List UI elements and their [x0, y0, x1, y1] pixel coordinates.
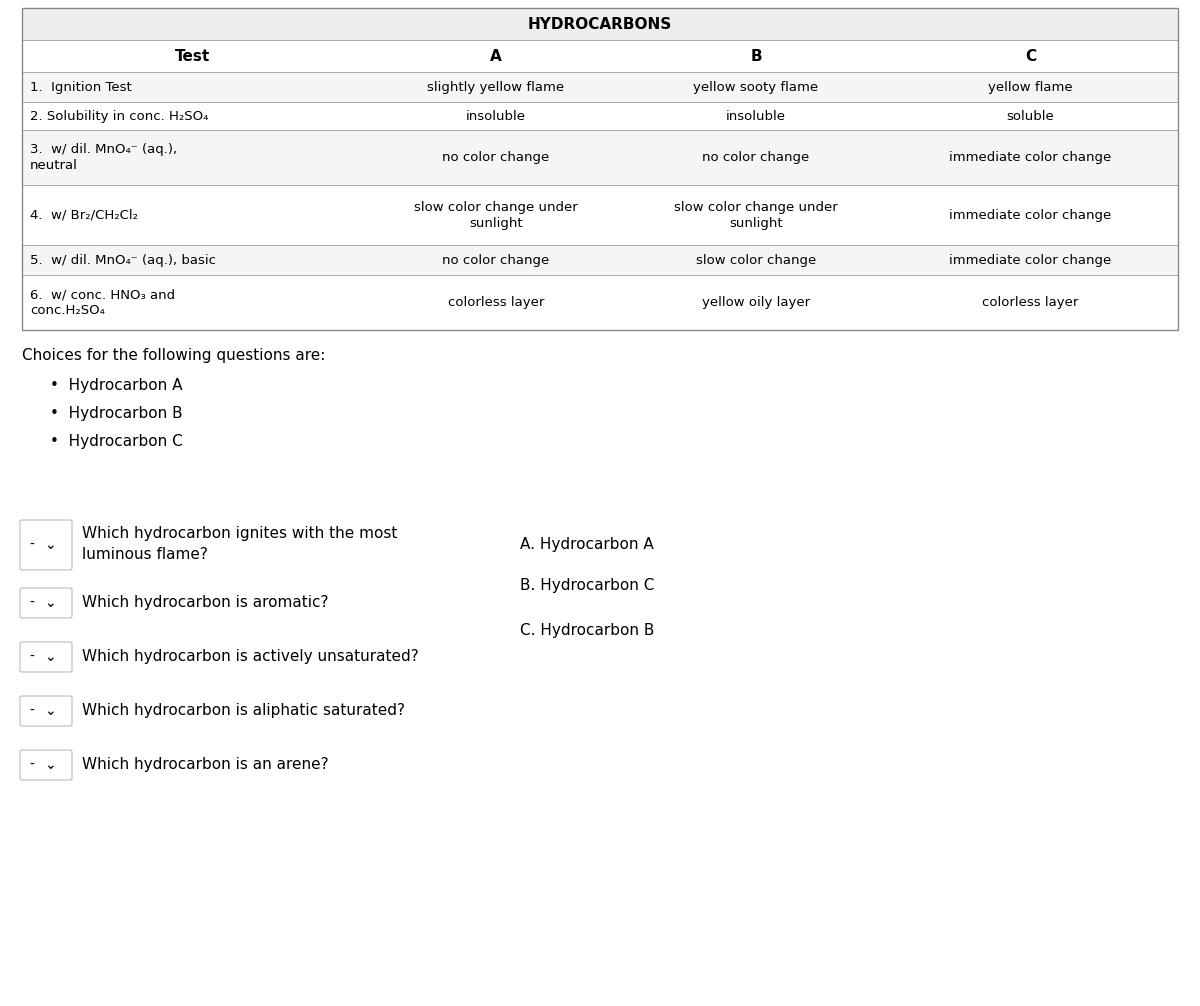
- Text: 4.  w/ Br₂/CH₂Cl₂: 4. w/ Br₂/CH₂Cl₂: [30, 208, 138, 221]
- Bar: [22, 275, 1178, 330]
- Text: immediate color change: immediate color change: [949, 151, 1111, 164]
- Text: yellow flame: yellow flame: [989, 80, 1073, 94]
- Bar: [22, 130, 1178, 185]
- Bar: [22, 102, 1178, 130]
- Text: B: B: [750, 48, 762, 63]
- Text: no color change: no color change: [702, 151, 810, 164]
- Text: no color change: no color change: [443, 254, 550, 267]
- Text: slightly yellow flame: slightly yellow flame: [427, 80, 564, 94]
- Bar: [22, 8, 1178, 40]
- Text: C: C: [1025, 48, 1036, 63]
- Text: no color change: no color change: [443, 151, 550, 164]
- Bar: [22, 40, 1178, 72]
- Text: Which hydrocarbon ignites with the most
luminous flame?: Which hydrocarbon ignites with the most …: [82, 526, 397, 562]
- Text: •  Hydrocarbon C: • Hydrocarbon C: [50, 434, 182, 449]
- Text: insoluble: insoluble: [466, 110, 526, 123]
- Text: Test: Test: [175, 48, 210, 63]
- Text: Which hydrocarbon is actively unsaturated?: Which hydrocarbon is actively unsaturate…: [82, 650, 419, 665]
- Text: insoluble: insoluble: [726, 110, 786, 123]
- Text: yellow sooty flame: yellow sooty flame: [694, 80, 818, 94]
- Text: 6.  w/ conc. HNO₃ and
conc.H₂SO₄: 6. w/ conc. HNO₃ and conc.H₂SO₄: [30, 288, 175, 317]
- Text: slow color change under
sunlight: slow color change under sunlight: [674, 200, 838, 229]
- Text: ⌄: ⌄: [44, 596, 55, 610]
- Text: 3.  w/ dil. MnO₄⁻ (aq.),
neutral: 3. w/ dil. MnO₄⁻ (aq.), neutral: [30, 143, 178, 172]
- Bar: [22, 72, 1178, 102]
- Text: 5.  w/ dil. MnO₄⁻ (aq.), basic: 5. w/ dil. MnO₄⁻ (aq.), basic: [30, 254, 216, 267]
- FancyBboxPatch shape: [20, 696, 72, 726]
- Text: ⌄: ⌄: [44, 758, 55, 772]
- Text: ⌄: ⌄: [44, 650, 55, 664]
- Text: -: -: [29, 538, 34, 552]
- Text: soluble: soluble: [1007, 110, 1055, 123]
- FancyBboxPatch shape: [20, 520, 72, 570]
- Text: -: -: [29, 650, 34, 664]
- Text: C. Hydrocarbon B: C. Hydrocarbon B: [520, 623, 654, 638]
- Bar: [22, 8, 1178, 330]
- Bar: [22, 185, 1178, 245]
- Text: colorless layer: colorless layer: [983, 296, 1079, 309]
- Text: -: -: [29, 596, 34, 610]
- Text: A: A: [490, 48, 502, 63]
- Text: slow color change under
sunlight: slow color change under sunlight: [414, 200, 578, 229]
- Bar: [22, 245, 1178, 275]
- Text: B. Hydrocarbon C: B. Hydrocarbon C: [520, 578, 654, 593]
- Text: Choices for the following questions are:: Choices for the following questions are:: [22, 348, 325, 363]
- Text: Which hydrocarbon is aromatic?: Which hydrocarbon is aromatic?: [82, 596, 329, 611]
- Text: A. Hydrocarbon A: A. Hydrocarbon A: [520, 537, 654, 552]
- FancyBboxPatch shape: [20, 642, 72, 672]
- Text: immediate color change: immediate color change: [949, 254, 1111, 267]
- Text: yellow oily layer: yellow oily layer: [702, 296, 810, 309]
- Text: ⌄: ⌄: [44, 704, 55, 718]
- Text: •  Hydrocarbon A: • Hydrocarbon A: [50, 378, 182, 393]
- Text: -: -: [29, 704, 34, 718]
- Text: slow color change: slow color change: [696, 254, 816, 267]
- Text: immediate color change: immediate color change: [949, 208, 1111, 221]
- Text: colorless layer: colorless layer: [448, 296, 544, 309]
- Text: HYDROCARBONS: HYDROCARBONS: [528, 16, 672, 31]
- Text: -: -: [29, 758, 34, 772]
- Text: Which hydrocarbon is an arene?: Which hydrocarbon is an arene?: [82, 758, 329, 773]
- Text: 1.  Ignition Test: 1. Ignition Test: [30, 80, 132, 94]
- Text: 2. Solubility in conc. H₂SO₄: 2. Solubility in conc. H₂SO₄: [30, 110, 209, 123]
- FancyBboxPatch shape: [20, 588, 72, 618]
- Text: Which hydrocarbon is aliphatic saturated?: Which hydrocarbon is aliphatic saturated…: [82, 703, 406, 718]
- Text: ⌄: ⌄: [44, 538, 55, 552]
- Text: •  Hydrocarbon B: • Hydrocarbon B: [50, 406, 182, 421]
- FancyBboxPatch shape: [20, 750, 72, 780]
